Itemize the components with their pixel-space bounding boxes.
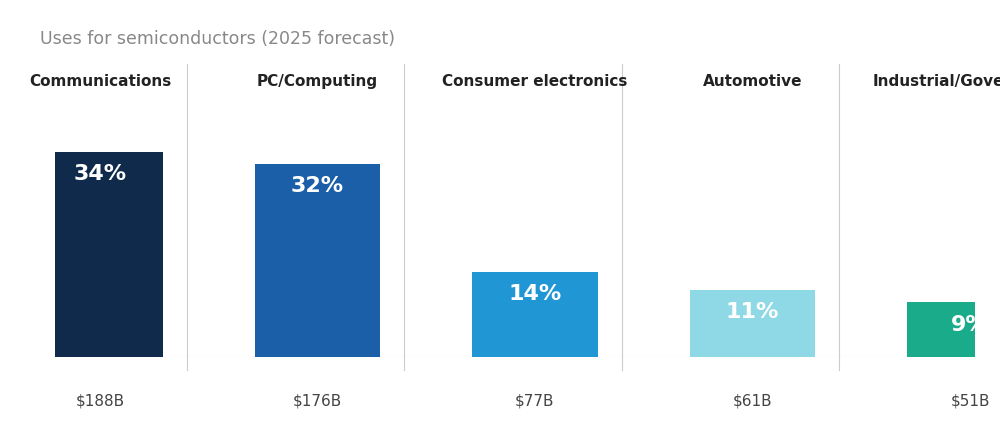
Text: 32%: 32%: [291, 175, 344, 195]
Bar: [37, 152, 163, 357]
Text: $188B: $188B: [75, 393, 125, 407]
Text: Consumer electronics: Consumer electronics: [442, 74, 628, 89]
Bar: [907, 303, 1000, 357]
Text: 34%: 34%: [73, 163, 127, 183]
Bar: [690, 291, 815, 357]
Text: $176B: $176B: [293, 393, 342, 407]
Text: Industrial/Government: Industrial/Government: [873, 74, 1000, 89]
Text: Communications: Communications: [29, 74, 171, 89]
Text: 14%: 14%: [508, 284, 562, 304]
Text: $77B: $77B: [515, 393, 555, 407]
Text: Automotive: Automotive: [703, 74, 802, 89]
Bar: [472, 273, 598, 357]
Text: $51B: $51B: [950, 393, 990, 407]
Bar: [255, 164, 380, 357]
Text: $61B: $61B: [733, 393, 772, 407]
Text: 11%: 11%: [726, 302, 779, 322]
Text: 9%: 9%: [951, 314, 989, 334]
Text: PC/Computing: PC/Computing: [257, 74, 378, 89]
Text: Uses for semiconductors (2025 forecast): Uses for semiconductors (2025 forecast): [40, 30, 395, 48]
